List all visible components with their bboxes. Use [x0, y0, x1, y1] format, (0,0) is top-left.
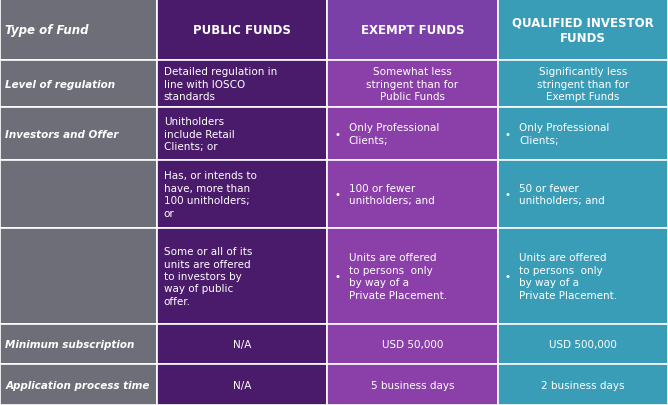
Bar	[327, 61, 498, 108]
Bar	[498, 160, 668, 229]
Bar	[157, 0, 327, 61]
Text: Detailed regulation in
line with IOSCO
standards: Detailed regulation in line with IOSCO s…	[164, 67, 277, 102]
Bar	[498, 324, 668, 364]
Bar	[327, 108, 498, 160]
Text: PUBLIC FUNDS: PUBLIC FUNDS	[193, 24, 291, 37]
Bar	[157, 61, 327, 108]
Text: USD 500,000: USD 500,000	[549, 339, 617, 349]
Text: Only Professional
Clients;: Only Professional Clients;	[519, 123, 609, 145]
Text: QUALIFIED INVESTOR
FUNDS: QUALIFIED INVESTOR FUNDS	[512, 16, 654, 45]
Text: •: •	[334, 190, 340, 200]
Bar	[327, 364, 498, 405]
Bar	[327, 160, 498, 229]
Bar	[157, 364, 327, 405]
Bar	[327, 324, 498, 364]
Bar	[0, 108, 157, 160]
Text: EXEMPT FUNDS: EXEMPT FUNDS	[361, 24, 464, 37]
Bar	[157, 229, 327, 324]
Bar	[498, 364, 668, 405]
Bar	[498, 229, 668, 324]
Bar	[0, 0, 157, 61]
Bar	[0, 324, 157, 364]
Text: Investors and Offer: Investors and Offer	[5, 129, 119, 139]
Text: •: •	[504, 271, 510, 281]
Text: Type of Fund: Type of Fund	[5, 24, 89, 37]
Text: Somewhat less
stringent than for
Public Funds: Somewhat less stringent than for Public …	[367, 67, 458, 102]
Text: Minimum subscription: Minimum subscription	[5, 339, 135, 349]
Bar	[327, 229, 498, 324]
Text: •: •	[504, 190, 510, 200]
Text: Level of regulation: Level of regulation	[5, 80, 116, 90]
Bar	[0, 229, 157, 324]
Bar	[0, 160, 157, 229]
Text: N/A: N/A	[233, 339, 251, 349]
Text: Significantly less
stringent than for
Exempt Funds: Significantly less stringent than for Ex…	[537, 67, 629, 102]
Text: •: •	[334, 271, 340, 281]
Text: N/A: N/A	[233, 380, 251, 390]
Text: 100 or fewer
unitholders; and: 100 or fewer unitholders; and	[349, 183, 434, 206]
Text: 5 business days: 5 business days	[371, 380, 454, 390]
Text: 50 or fewer
unitholders; and: 50 or fewer unitholders; and	[519, 183, 605, 206]
Text: Application process time: Application process time	[5, 380, 150, 390]
Bar	[157, 160, 327, 229]
Text: Units are offered
to persons  only
by way of a
Private Placement.: Units are offered to persons only by way…	[519, 253, 617, 300]
Text: Some or all of its
units are offered
to investors by
way of public
offer.: Some or all of its units are offered to …	[164, 247, 252, 306]
Text: Units are offered
to persons  only
by way of a
Private Placement.: Units are offered to persons only by way…	[349, 253, 447, 300]
Bar	[498, 61, 668, 108]
Bar	[498, 0, 668, 61]
Text: •: •	[504, 129, 510, 139]
Bar	[157, 324, 327, 364]
Text: Only Professional
Clients;: Only Professional Clients;	[349, 123, 439, 145]
Bar	[498, 108, 668, 160]
Bar	[157, 108, 327, 160]
Bar	[327, 0, 498, 61]
Text: Has, or intends to
have, more than
100 unitholders;
or: Has, or intends to have, more than 100 u…	[164, 171, 257, 218]
Text: USD 50,000: USD 50,000	[382, 339, 443, 349]
Text: 2 business days: 2 business days	[541, 380, 625, 390]
Text: •: •	[334, 129, 340, 139]
Text: Unitholders
include Retail
Clients; or: Unitholders include Retail Clients; or	[164, 117, 234, 151]
Bar	[0, 364, 157, 405]
Bar	[0, 61, 157, 108]
